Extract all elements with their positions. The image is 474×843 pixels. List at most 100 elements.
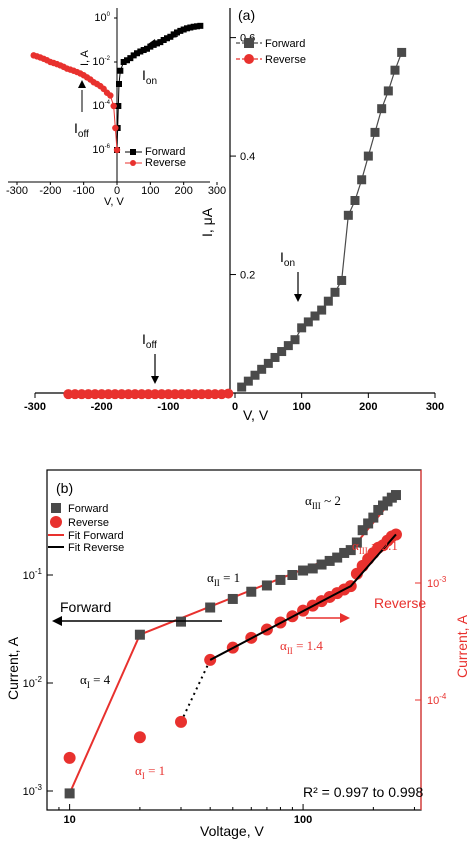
b-forward-point [332, 552, 343, 563]
a-forward-point [257, 364, 267, 374]
inset-x-tick-label: 0 [114, 185, 120, 197]
b-y-ticks: 10-1 10-2 10-3 [23, 567, 53, 798]
a-forward-point [350, 196, 360, 205]
inset-forward-point [194, 23, 200, 30]
inset-forward-point [154, 40, 160, 47]
panel-a: -300 -200 -100 0 100 200 300 0.20.40.6 V, V I,… [6, 7, 444, 423]
inset-legend-forward-marker [130, 149, 136, 155]
inset-legend-reverse-label: Reverse [145, 157, 186, 169]
b-legend: Forward Reverse Fit Forward Fit Reverse [48, 503, 124, 554]
inset-y-tick-label: 100 [94, 12, 110, 24]
a-forward-point [337, 275, 347, 285]
b-forward-point [64, 788, 75, 799]
b-y-right-tick-label: 10-3 [427, 575, 447, 590]
a-forward-point [330, 287, 340, 297]
a-forward-point [357, 175, 367, 185]
b-legend-fit-forward-label: Fit Forward [68, 530, 124, 542]
a-x-tick-label: 200 [359, 401, 377, 413]
b-x-ticks: 10 100 [58, 804, 415, 826]
inset-forward-point [197, 22, 204, 29]
b-alpha2-reverse: αII = 1.4 [280, 638, 323, 656]
inset-legend-forward-label: Forward [145, 146, 185, 158]
inset-x-tick-label: 200 [174, 185, 192, 197]
a-forward-point [270, 352, 280, 362]
a-inset: -300 -200 -100 0 100 200 300 100 10-2 10-4 10-6 V… [6, 8, 226, 208]
inset-forward-point [130, 52, 137, 59]
b-legend-reverse-label: Reverse [68, 517, 109, 529]
inset-y-ticks: 100 10-2 10-4 10-6 [92, 12, 117, 156]
inset-x-tick-label: 100 [141, 185, 159, 197]
inset-ioff-annotation: Ioff [74, 80, 89, 140]
a-forward-point [297, 323, 307, 333]
inset-x-tick-label: -100 [73, 185, 95, 197]
b-legend-reverse-marker [50, 516, 62, 528]
a-x-tick-label: 0 [232, 401, 238, 413]
a-x-label: V, V [243, 407, 269, 423]
inset-forward-point [177, 27, 184, 34]
b-forward-point [345, 545, 356, 556]
inset-y-tick-label: 10-6 [92, 144, 110, 156]
b-forward-point [307, 563, 318, 574]
inset-legend: Forward Reverse [125, 146, 186, 169]
inset-forward-point [124, 57, 130, 64]
b-forward-arrowhead [52, 616, 62, 626]
a-forward-point [397, 47, 407, 57]
inset-ion-arrowhead [148, 39, 156, 46]
inset-ioff-arrowhead [78, 80, 86, 88]
a-forward-point [250, 370, 260, 380]
a-ion-text: Ion [280, 249, 295, 269]
a-y-label: I, μA [199, 207, 215, 237]
a-forward-point [283, 341, 293, 351]
inset-forward-point [140, 47, 147, 54]
b-fit-dotted-line [180, 659, 212, 723]
b-forward-point [205, 602, 216, 613]
inset-reverse-point [107, 92, 114, 99]
b-alpha2-forward: αII = 1 [207, 570, 240, 588]
b-y-label: Current, A [5, 636, 21, 700]
a-reverse-point [223, 388, 234, 399]
b-x-tick-label: 10 [63, 814, 75, 826]
b-r2-label: R² = 0.997 to 0.998 [303, 784, 423, 800]
a-x-tick-label: 300 [426, 401, 444, 413]
inset-forward-point [144, 45, 150, 52]
a-ioff-text: Ioff [142, 331, 157, 351]
inset-forward-point [127, 55, 134, 62]
a-series [63, 47, 407, 400]
b-legend-forward-label: Forward [68, 503, 108, 515]
inset-forward-point [190, 23, 197, 30]
inset-forward-point [170, 31, 177, 38]
a-y-tick-label: 0.4 [240, 151, 255, 163]
inset-forward-point [116, 81, 122, 87]
b-legend-fit-reverse-label: Fit Reverse [68, 542, 124, 554]
inset-reverse-point [110, 102, 117, 110]
b-forward-point [324, 555, 335, 566]
b-forward-point [357, 525, 368, 536]
b-panel-label: (b) [56, 480, 73, 496]
inset-reverse-point [113, 146, 121, 154]
inset-y-label: I, A [79, 49, 91, 66]
inset-forward-point [134, 50, 140, 57]
b-forward-point [298, 565, 309, 576]
inset-forward-point [184, 25, 190, 32]
a-x-tick-label: -300 [24, 401, 46, 413]
a-legend-forward-label: Forward [265, 38, 305, 50]
a-forward-line [241, 52, 403, 388]
a-forward-point [317, 305, 327, 315]
inset-reverse-point [112, 124, 119, 132]
a-forward-point [323, 296, 333, 306]
a-forward-point [383, 86, 393, 96]
inset-x-tick-label: -200 [39, 185, 61, 197]
a-y-ticks: 0.20.40.6 [230, 33, 255, 282]
b-forward-point [363, 518, 374, 529]
a-forward-point [390, 65, 400, 75]
a-legend: Forward Reverse [236, 38, 306, 66]
a-legend-reverse-label: Reverse [265, 54, 306, 66]
inset-forward-point [137, 48, 144, 55]
inset-forward-point [164, 35, 170, 42]
b-forward-point [275, 574, 286, 585]
b-forward-annotation: Forward [52, 599, 222, 626]
inset-forward-point [174, 29, 180, 36]
b-y-tick-label: 10-2 [23, 675, 43, 690]
a-ion-arrowhead [294, 294, 302, 302]
